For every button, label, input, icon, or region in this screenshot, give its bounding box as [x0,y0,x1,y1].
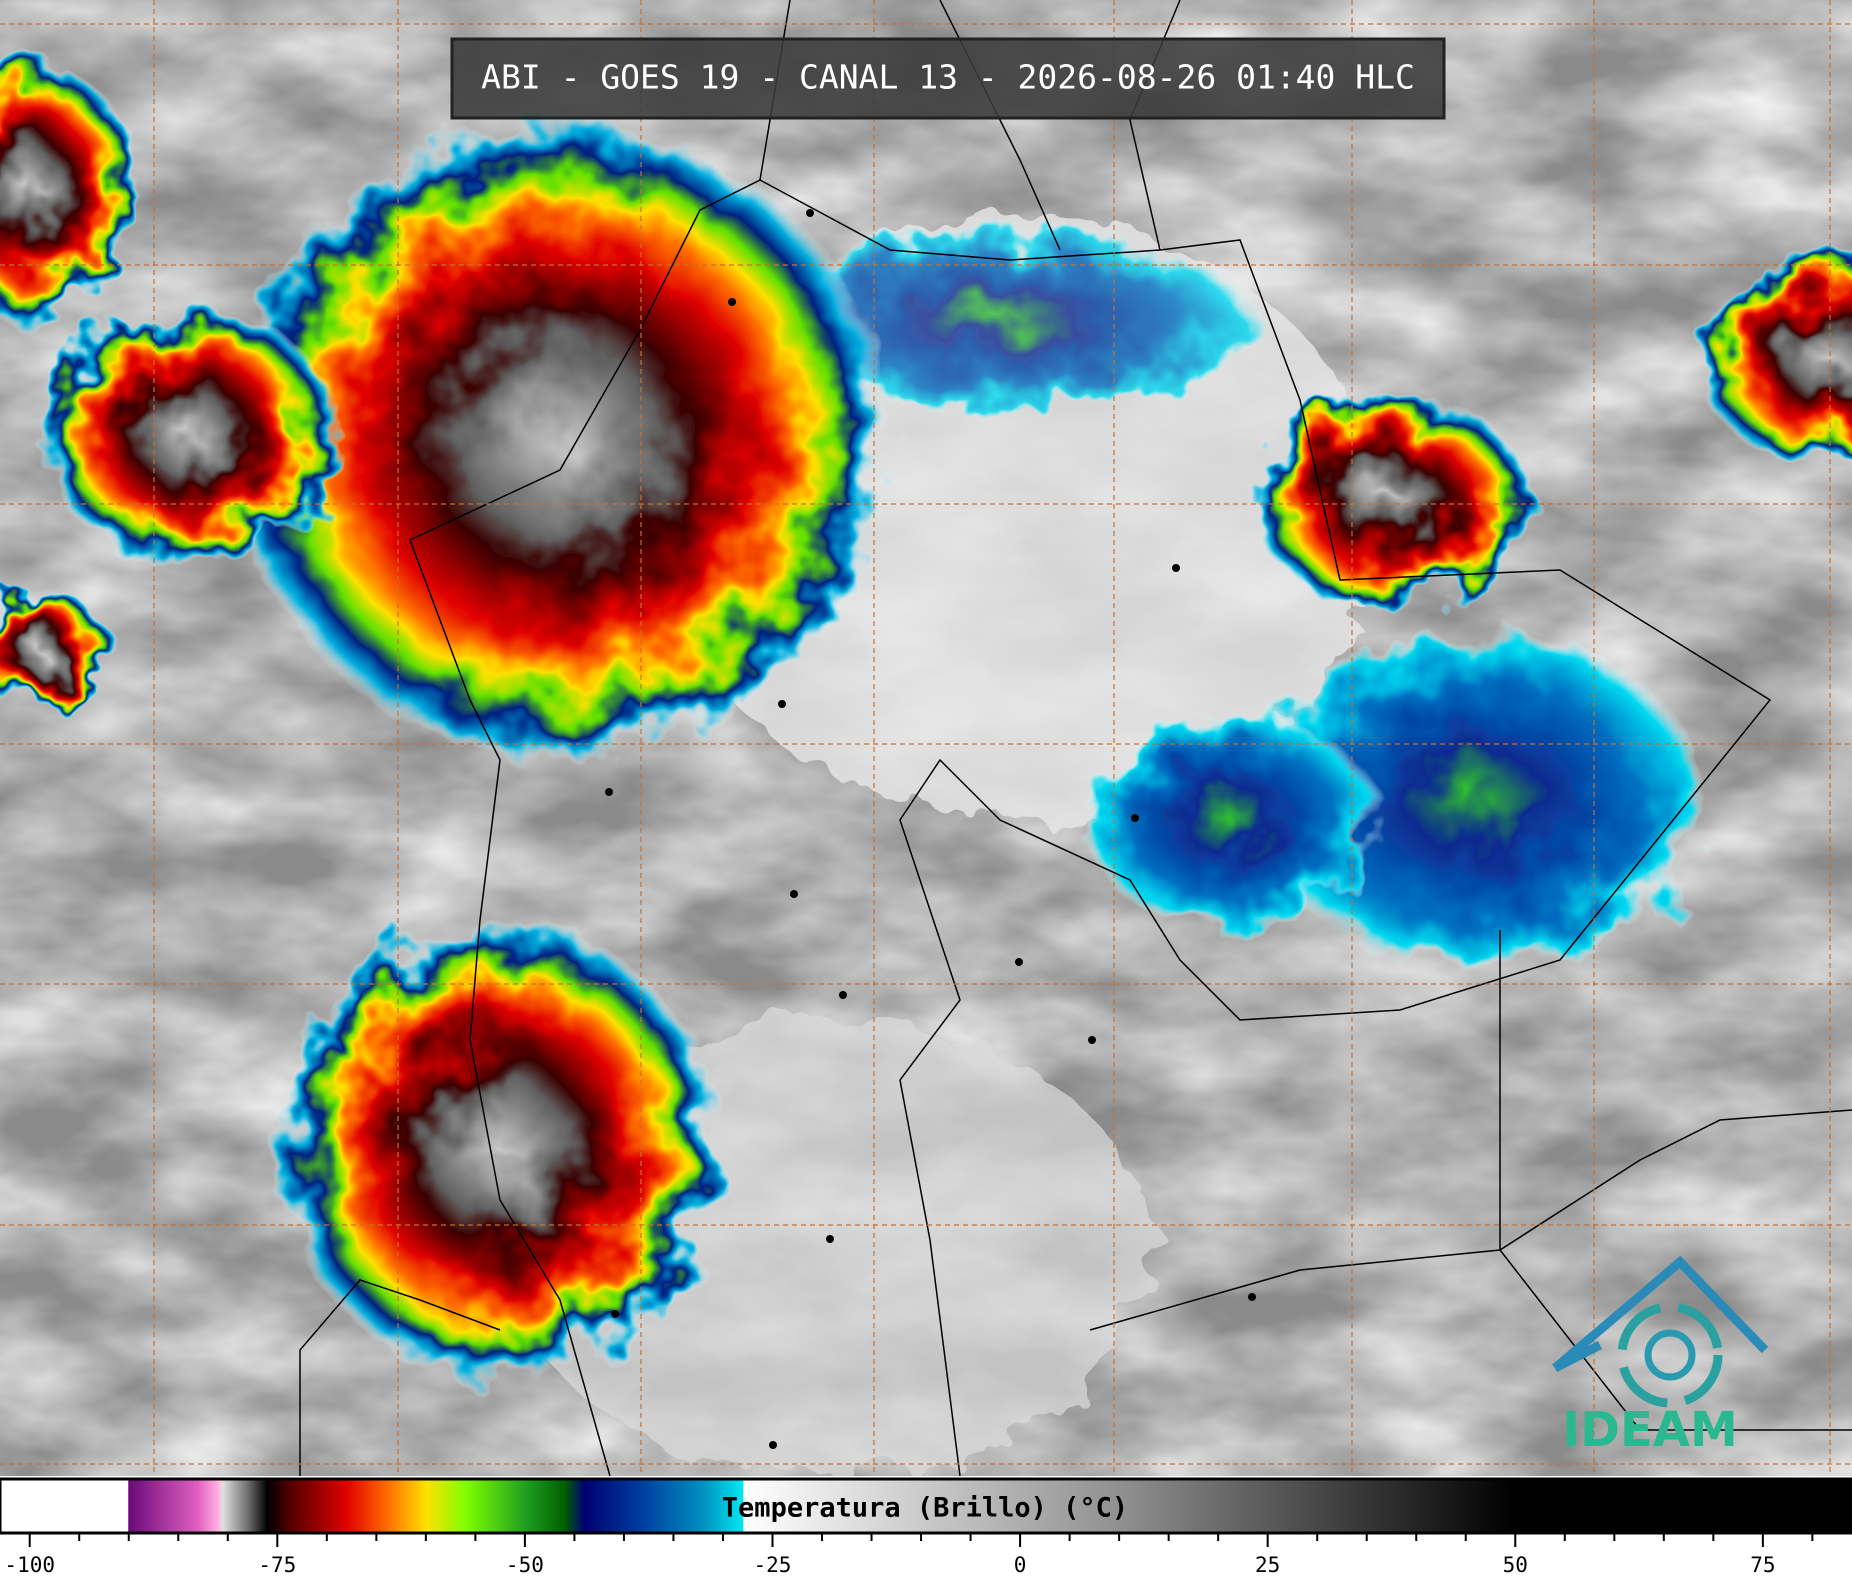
logo-swirl [1644,1329,1696,1381]
logo-swirl [1617,1302,1723,1408]
storm [230,120,890,760]
city [839,991,847,999]
storm [280,920,720,1380]
title-box: ABI - GOES 19 - CANAL 13 - 2026-08-26 01… [450,37,1446,120]
logo: IDEAM [1552,1255,1769,1458]
title: ABI - GOES 19 - CANAL 13 - 2026-08-26 01… [481,58,1415,97]
border [759,179,1772,1477]
logo-roof [1552,1255,1769,1373]
storm [1080,710,1380,930]
title-background [450,37,1446,120]
map: ABI - GOES 19 - CANAL 13 - 2026-08-26 01… [0,0,1852,1480]
storm [1700,250,1852,470]
city [826,1235,834,1243]
city [806,209,814,217]
city [1088,1036,1096,1044]
border [409,0,791,1477]
storm [1250,390,1530,610]
colorbar-label: Temperatura (Brillo) (°C) [722,1493,1128,1524]
tick-label: 25 [1255,1553,1280,1577]
city [1131,814,1139,822]
colorbar: Temperatura (Brillo) (°C) -100 -75 -50 -25 0… [0,1477,1852,1577]
tick-label: -25 [754,1553,792,1577]
storm [0,590,110,710]
border [299,930,1852,1476]
city [728,298,736,306]
city [1015,958,1023,966]
city [778,700,786,708]
storm [0,60,140,320]
city [1248,1293,1256,1301]
colorbar-strip [0,1477,1852,1535]
storm [1246,630,1706,970]
tick-label: -50 [506,1553,544,1577]
logo-text: IDEAM [1562,1402,1737,1458]
storm [40,305,340,565]
tick-label: 0 [1014,1553,1027,1577]
tick-label: -75 [258,1553,296,1577]
tick-label: 75 [1750,1553,1775,1577]
city [790,890,798,898]
graticule [0,0,1852,1476]
city [611,1310,619,1318]
tick-label: -100 [4,1553,55,1577]
city [1172,564,1180,572]
city [605,788,613,796]
cities [605,209,1256,1449]
tick-label: 50 [1503,1553,1528,1577]
borders [299,0,1852,1477]
storms [0,60,1852,1380]
city [769,1441,777,1449]
